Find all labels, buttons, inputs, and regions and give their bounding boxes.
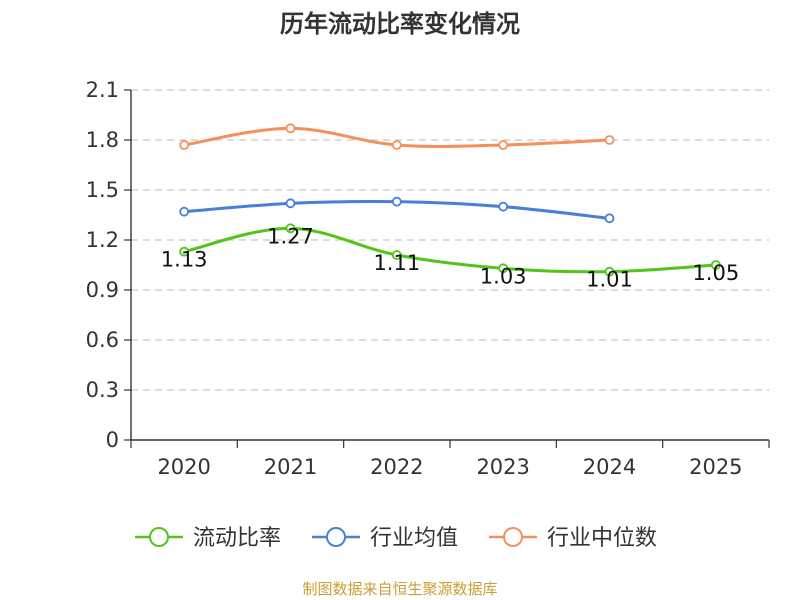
y-tick-label: 0.3	[86, 378, 119, 402]
data-point-1	[498, 201, 509, 212]
legend-swatch-marker	[149, 527, 169, 547]
data-point-1	[391, 196, 402, 207]
legend-swatch-marker	[326, 527, 346, 547]
data-point-1	[179, 206, 190, 217]
y-tick-label: 1.5	[86, 178, 119, 202]
data-label: 1.13	[161, 248, 208, 272]
data-point-1	[604, 213, 615, 224]
y-tick-label: 0.9	[86, 278, 119, 302]
data-point-2	[604, 135, 615, 145]
data-label: 1.03	[480, 264, 527, 288]
data-label: 1.27	[267, 224, 314, 248]
legend-label: 流动比率	[193, 526, 281, 551]
data-point-2	[391, 140, 402, 150]
legend-label: 行业中位数	[547, 526, 657, 551]
data-point-0	[710, 260, 721, 270]
data-point-0	[604, 266, 615, 277]
data-label: 1.11	[373, 251, 420, 275]
data-point-0	[179, 246, 190, 257]
chart-title: 历年流动比率变化情况	[280, 10, 520, 38]
data-point-0	[285, 223, 296, 234]
data-point-1	[285, 198, 296, 209]
y-tick-label: 0	[106, 428, 119, 452]
x-tick-label: 2025	[689, 455, 742, 479]
y-tick-label: 2.1	[86, 78, 119, 102]
x-tick-label: 2022	[370, 455, 423, 479]
series-line-0	[182, 226, 718, 274]
x-tick-label: 2024	[583, 455, 636, 479]
legend-label: 行业均值	[370, 526, 458, 551]
y-tick-label: 1.2	[86, 228, 119, 252]
data-label: 1.01	[586, 268, 633, 292]
x-tick-label: 2023	[476, 455, 529, 479]
data-point-2	[179, 140, 190, 150]
source-note: 制图数据来自恒生聚源数据库	[302, 580, 498, 598]
x-tick-label: 2021	[264, 455, 317, 479]
data-point-0	[391, 250, 402, 260]
y-tick-label: 1.8	[86, 128, 119, 152]
data-label: 1.05	[692, 261, 739, 285]
data-point-2	[285, 123, 296, 134]
data-point-0	[498, 263, 509, 274]
legend-swatch-marker	[503, 527, 523, 547]
y-tick-label: 0.6	[86, 328, 119, 352]
x-tick-label: 2020	[157, 455, 210, 479]
data-point-2	[498, 140, 509, 150]
